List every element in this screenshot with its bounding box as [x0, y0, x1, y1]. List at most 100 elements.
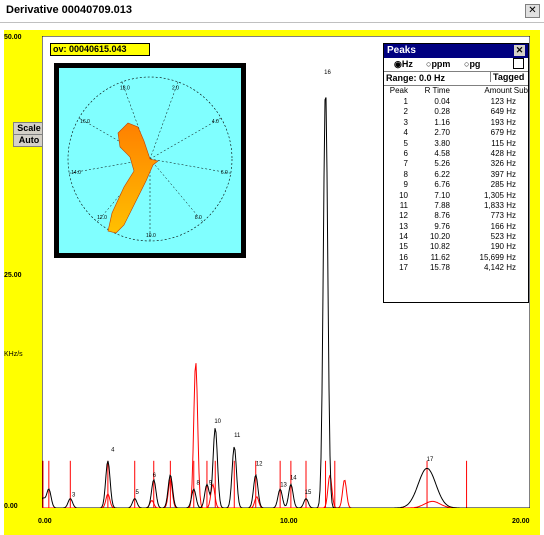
auto-button[interactable]: Auto	[13, 134, 45, 147]
peak-label: 12	[256, 462, 263, 468]
peak-row[interactable]: 14 10.20 523 Hz	[384, 232, 528, 242]
peak-number: 2	[403, 107, 408, 117]
polar-spoke	[149, 158, 203, 222]
peak-number: 11	[399, 200, 408, 210]
peak-amount: 649 Hz	[490, 107, 516, 117]
polar-label: 6.0	[221, 170, 228, 176]
peak-number: 12	[399, 211, 408, 221]
peak-rtime: 7.88	[434, 200, 450, 210]
peak-row[interactable]: 7 5.26 326 Hz	[384, 159, 528, 169]
peak-label: 5	[135, 490, 139, 496]
y-tick-bottom: 0.00	[4, 503, 18, 510]
unit-radio-ppm[interactable]: ○ppm	[426, 59, 451, 69]
peak-number: 15	[399, 242, 408, 252]
peak-amount: 326 Hz	[490, 159, 516, 169]
peak-number: 10	[399, 190, 408, 200]
unit-checkbox[interactable]	[513, 58, 524, 69]
peak-row[interactable]: 12 8.76 773 Hz	[384, 211, 528, 221]
peak-amount: 1,833 Hz	[483, 200, 516, 210]
peak-amount: 285 Hz	[490, 180, 516, 190]
peak-row[interactable]: 1 0.04 123 Hz	[384, 97, 528, 107]
tagged-button[interactable]: Tagged	[490, 72, 524, 82]
y-axis-unit: KHz/s	[4, 351, 23, 358]
peak-label: 14	[290, 476, 297, 482]
peak-number: 5	[403, 138, 408, 148]
peak-number: 13	[399, 221, 408, 231]
peak-label: 15	[305, 490, 312, 496]
peak-amount: 4,142 Hz	[483, 263, 516, 273]
peak-row[interactable]: 10 7.10 1,305 Hz	[384, 191, 528, 201]
peak-number: 3	[403, 117, 408, 127]
peak-row[interactable]: 16 11.62 15,699 Hz	[384, 253, 528, 263]
polar-spoke	[149, 81, 179, 160]
peaks-close-icon[interactable]: ✕	[514, 45, 525, 56]
peak-number: 4	[403, 128, 408, 138]
unit-radio-hz[interactable]: ◉Hz	[394, 59, 413, 69]
peaks-table-header: Peak R Time Amount Sub	[384, 86, 528, 97]
peaks-title: Peaks	[387, 45, 416, 56]
peak-amount: 123 Hz	[490, 97, 516, 106]
peak-number: 8	[403, 169, 408, 179]
peaks-titlebar: Peaks ✕	[384, 44, 528, 58]
polar-label: 12.0	[97, 215, 107, 221]
polar-label: 16.0	[80, 119, 90, 125]
peak-amount: 397 Hz	[490, 169, 516, 179]
polar-data-shape	[107, 122, 159, 234]
peak-amount: 15,699 Hz	[479, 252, 516, 262]
peak-rtime: 11.62	[430, 252, 450, 262]
peak-label: 10	[214, 419, 221, 425]
peak-rtime: 8.76	[434, 211, 450, 221]
peak-amount: 1,305 Hz	[483, 190, 516, 200]
overlay-file-label: ov: 00040615.043	[50, 43, 150, 56]
x-tick-0: 0.00	[38, 518, 52, 525]
polar-inset: 2.0 4.0 6.0 8.0 10.0 12.0 14.0 16.0 18.0	[54, 63, 246, 258]
peak-amount: 773 Hz	[490, 211, 516, 221]
polar-label: 2.0	[172, 86, 179, 92]
peak-row[interactable]: 11 7.88 1,833 Hz	[384, 201, 528, 211]
peak-amount: 523 Hz	[490, 232, 516, 242]
peak-row[interactable]: 17 15.78 4,142 Hz	[384, 263, 528, 273]
peak-row[interactable]: 5 3.80 115 Hz	[384, 139, 528, 149]
window-close-icon[interactable]: ✕	[525, 4, 540, 18]
polar-label: 18.0	[120, 86, 130, 92]
peak-amount: 428 Hz	[490, 148, 516, 158]
window-titlebar: Derivative 00040709.013 ✕	[0, 0, 544, 23]
peak-label: 16	[324, 70, 331, 76]
col-sub: Sub	[513, 86, 528, 95]
peak-label: 4	[111, 447, 115, 453]
peak-row[interactable]: 8 6.22 397 Hz	[384, 170, 528, 180]
peak-rtime: 5.26	[434, 159, 450, 169]
peak-amount: 679 Hz	[490, 128, 516, 138]
range-row: Range: 0.0 Hz Tagged	[384, 72, 528, 86]
peak-number: 6	[403, 148, 408, 158]
unit-radio-pg[interactable]: ○pg	[464, 59, 481, 69]
peak-row[interactable]: 15 10.82 190 Hz	[384, 242, 528, 252]
peak-label: 17	[427, 457, 434, 463]
peak-rtime: 3.80	[434, 138, 450, 148]
polar-spoke	[149, 117, 222, 160]
peak-row[interactable]: 9 6.76 285 Hz	[384, 180, 528, 190]
peak-number: 7	[403, 159, 408, 169]
col-rtime: R Time	[424, 86, 450, 95]
peak-rtime: 7.10	[434, 190, 450, 200]
peak-rtime: 9.76	[434, 221, 450, 231]
peak-row[interactable]: 13 9.76 166 Hz	[384, 222, 528, 232]
peak-number: 14	[399, 232, 408, 242]
peak-rtime: 1.16	[434, 117, 450, 127]
peak-row[interactable]: 2 0.28 649 Hz	[384, 107, 528, 117]
peak-row[interactable]: 6 4.58 428 Hz	[384, 149, 528, 159]
peak-rtime: 0.04	[434, 97, 450, 106]
peaks-table: Peak R Time Amount Sub 1 0.04 123 Hz 2 0.28 6…	[384, 86, 528, 274]
window-title: Derivative 00040709.013	[6, 4, 132, 16]
peak-rtime: 15.78	[429, 263, 450, 273]
peak-rtime: 6.76	[434, 180, 450, 190]
y-tick-mid: 25.00	[4, 272, 22, 279]
peak-row[interactable]: 4 2.70 679 Hz	[384, 128, 528, 138]
peak-rtime: 6.22	[434, 169, 450, 179]
peak-rtime: 2.70	[434, 128, 450, 138]
peak-row[interactable]: 3 1.16 193 Hz	[384, 118, 528, 128]
peak-number: 9	[403, 180, 408, 190]
peak-rtime: 10.82	[429, 242, 450, 252]
peak-number: 1	[403, 97, 408, 106]
peak-number: 17	[399, 263, 408, 273]
